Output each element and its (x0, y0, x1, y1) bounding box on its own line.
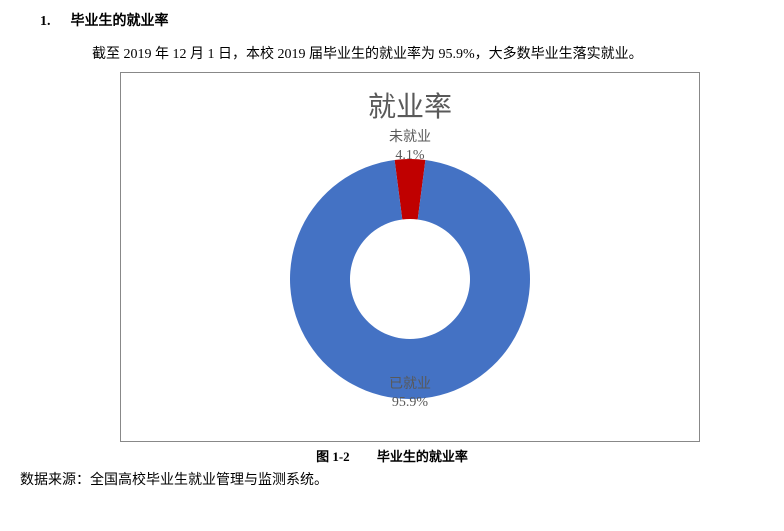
donut-svg (290, 159, 530, 399)
figure-caption: 图 1-2 毕业生的就业率 (80, 446, 704, 465)
donut-area (290, 159, 530, 399)
slice-label-employed-value: 95.9% (389, 394, 431, 412)
slice-label-unemployed-value: 4.1% (389, 147, 431, 165)
slice-label-employed-name: 已就业 (389, 376, 431, 394)
heading-text: 毕业生的就业率 (71, 10, 169, 30)
section-heading: 1. 毕业生的就业率 (40, 10, 764, 30)
data-source: 数据来源：全国高校毕业生就业管理与监测系统。 (20, 469, 764, 489)
slice-label-unemployed: 未就业 4.1% (389, 129, 431, 164)
intro-paragraph: 截至 2019 年 12 月 1 日，本校 2019 届毕业生的就业率为 95.… (92, 44, 764, 66)
figure-caption-text: 毕业生的就业率 (377, 449, 468, 464)
chart-wrapper: 就业率 未就业 4.1% 已就业 95.9% 图 1-2 毕业生的就业率 (120, 72, 704, 465)
slice-label-employed: 已就业 95.9% (389, 376, 431, 411)
figure-caption-number: 图 1-2 (316, 449, 350, 464)
chart-title: 就业率 (121, 73, 699, 125)
heading-number: 1. (40, 14, 51, 30)
slice-label-unemployed-name: 未就业 (389, 129, 431, 147)
employment-donut-chart: 就业率 未就业 4.1% 已就业 95.9% (120, 72, 700, 442)
